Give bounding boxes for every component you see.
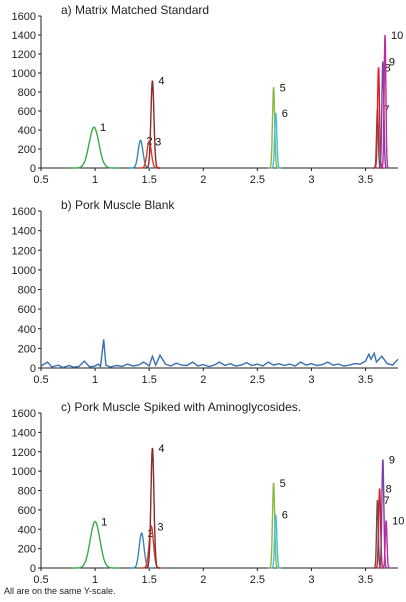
y-tick-label: 0 (30, 163, 36, 175)
series-line-9 (378, 61, 388, 169)
series-line-4 (144, 447, 160, 569)
y-tick-label: 200 (18, 144, 36, 156)
x-tick-label: 0.5 (33, 574, 48, 586)
series-line-6 (270, 112, 282, 169)
y-tick-label: 1600 (12, 408, 36, 420)
x-tick-label: 2 (200, 574, 206, 586)
footnote: All are on the same Y-scale. (4, 586, 116, 596)
series-line-10 (381, 520, 391, 569)
peak-label: 10 (392, 516, 404, 528)
series-line-6 (270, 514, 282, 569)
peak-label: 4 (158, 443, 164, 455)
series-line-9 (378, 459, 388, 569)
y-tick-label: 1200 (12, 49, 36, 61)
x-tick-label: 1.5 (142, 174, 157, 186)
peak-label: 1 (101, 517, 107, 529)
y-tick-label: 600 (18, 304, 36, 316)
series-line-1 (69, 126, 119, 169)
panel-title: b) Pork Muscle Blank (61, 198, 175, 212)
x-tick-label: 0.5 (33, 374, 48, 386)
y-tick-label: 200 (18, 544, 36, 556)
peak-label: 8 (385, 62, 391, 74)
x-tick-label: 3 (308, 574, 314, 586)
y-tick-label: 1200 (12, 447, 36, 459)
y-tick-label: 0 (30, 563, 36, 575)
peak-label: 6 (282, 108, 288, 120)
y-tick-label: 1400 (12, 226, 36, 238)
y-tick-label: 1600 (12, 11, 36, 23)
y-tick-label: 400 (18, 324, 36, 336)
y-tick-label: 200 (18, 343, 36, 355)
series-line-2 (128, 139, 153, 169)
x-tick-label: 3 (308, 374, 314, 386)
y-tick-label: 1000 (12, 68, 36, 80)
x-tick-label: 3.5 (358, 174, 373, 186)
peak-label: 10 (391, 30, 403, 42)
x-tick-label: 3.5 (358, 374, 373, 386)
y-tick-label: 1600 (12, 206, 36, 218)
x-tick-label: 1.5 (142, 574, 157, 586)
peak-label: 6 (282, 510, 288, 522)
y-tick-label: 1400 (12, 427, 36, 439)
x-tick-label: 2.5 (250, 574, 265, 586)
y-tick-label: 600 (18, 106, 36, 118)
series-line-10 (380, 34, 390, 169)
y-tick-label: 800 (18, 486, 36, 498)
peak-label: 3 (155, 136, 161, 148)
peak-label: 7 (383, 495, 389, 507)
y-tick-label: 800 (18, 87, 36, 99)
x-tick-label: 3.5 (358, 574, 373, 586)
y-tick-label: 1000 (12, 265, 36, 277)
series-line-2 (129, 531, 154, 569)
x-tick-label: 1 (92, 374, 98, 386)
peak-label: 4 (158, 76, 164, 88)
peak-label: 3 (157, 521, 163, 533)
x-tick-label: 2 (200, 374, 206, 386)
x-tick-label: 1.5 (142, 374, 157, 386)
peak-label: 5 (280, 82, 286, 94)
series-line-1 (70, 520, 120, 569)
series-line-5 (268, 87, 279, 169)
y-tick-label: 800 (18, 285, 36, 297)
y-tick-label: 400 (18, 524, 36, 536)
y-tick-label: 1200 (12, 245, 36, 257)
x-tick-label: 0.5 (33, 174, 48, 186)
y-tick-label: 400 (18, 125, 36, 137)
panel-title: a) Matrix Matched Standard (61, 3, 209, 17)
peak-label: 9 (389, 455, 395, 467)
series-line-5 (268, 482, 279, 569)
y-tick-label: 1400 (12, 30, 36, 42)
x-tick-label: 2.5 (250, 374, 265, 386)
x-tick-label: 3 (308, 174, 314, 186)
y-tick-label: 1000 (12, 466, 36, 478)
y-tick-label: 600 (18, 505, 36, 517)
series-line-3 (138, 140, 160, 169)
peak-label: 9 (389, 57, 395, 69)
series-line-0 (40, 339, 399, 369)
x-tick-label: 2 (200, 174, 206, 186)
x-tick-label: 2.5 (250, 174, 265, 186)
panel-title: c) Pork Muscle Spiked with Aminoglycosid… (61, 400, 301, 414)
peak-label: 5 (280, 478, 286, 490)
series-line-4 (144, 80, 160, 169)
x-tick-label: 1 (92, 174, 98, 186)
peak-label: 8 (386, 484, 392, 496)
y-tick-label: 0 (30, 363, 36, 375)
peak-label: 1 (100, 122, 106, 134)
x-tick-label: 1 (92, 574, 98, 586)
